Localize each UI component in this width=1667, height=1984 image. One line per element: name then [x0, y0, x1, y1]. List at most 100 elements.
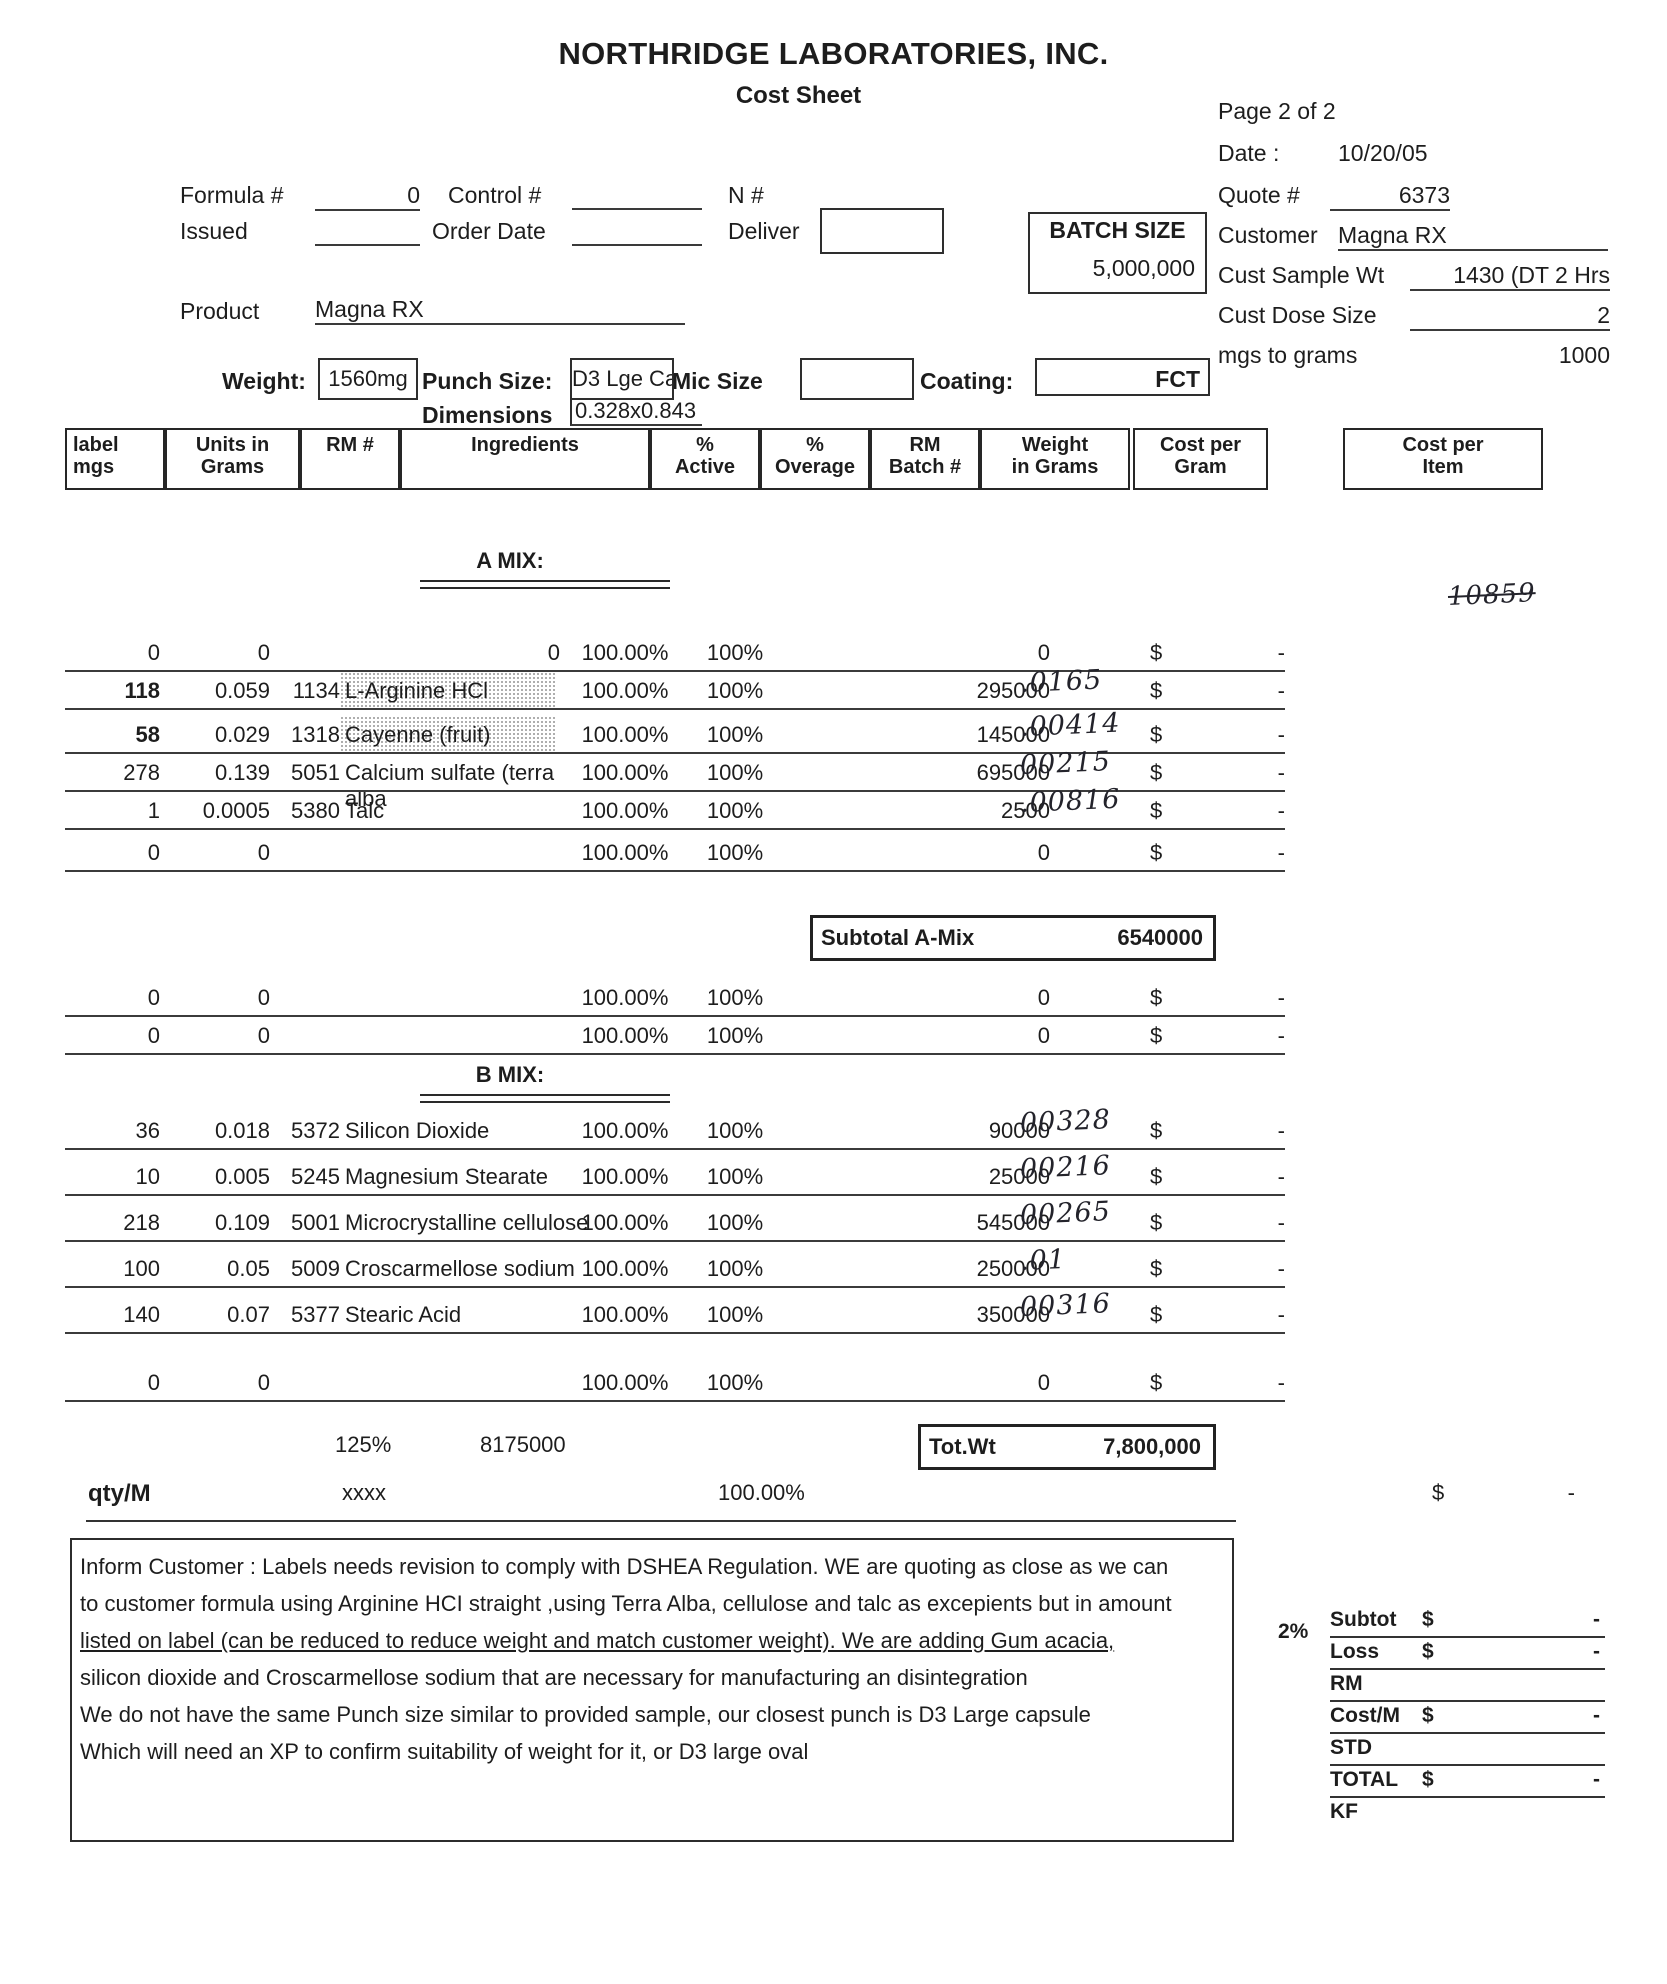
summary-label: Loss	[1330, 1640, 1380, 1663]
summary-row: TOTAL $ -	[1330, 1768, 1605, 1800]
document-subtitle: Cost Sheet	[0, 82, 1667, 110]
summary-row: KF	[1330, 1800, 1605, 1832]
handwritten-cost-per-gram: .01	[1019, 1244, 1067, 1277]
cell-cost-per-item: -	[1277, 1164, 1285, 1189]
dimensions-value[interactable]: 0.328x0.843	[570, 398, 702, 426]
th-ingredients: Ingredients	[400, 428, 650, 490]
deliver-value[interactable]	[820, 208, 944, 254]
cell-cost-per-item: -	[1277, 840, 1285, 865]
punch-size-value[interactable]: D3 Lge Cap	[570, 358, 674, 400]
cell-rm-number: 5377	[291, 1302, 340, 1327]
row-rule	[65, 870, 1285, 872]
cell-cost-per-item: -	[1277, 1023, 1285, 1048]
th-pct-active: % Active	[650, 428, 760, 490]
cell-pct-active: 100.00%	[581, 1164, 669, 1189]
customer-value[interactable]: Magna RX	[1338, 222, 1608, 251]
table-row: 0 0 100.00% 100% 0 $ -	[65, 1370, 1285, 1408]
cell-dollar-sign: $	[1150, 985, 1163, 1010]
summary-row: RM	[1330, 1672, 1605, 1704]
order-date-value[interactable]	[572, 218, 702, 246]
cell-pct-overage: 100%	[706, 1302, 764, 1327]
th-weight-in-grams: Weight in Grams	[980, 428, 1130, 490]
cell-cost-per-item: -	[1277, 678, 1285, 703]
handwritten-cost-per-gram: 00328	[1019, 1104, 1112, 1139]
cell-weight-in-grams: 0	[1037, 985, 1050, 1010]
summary-value: -	[1593, 1768, 1600, 1791]
cell-units-in-grams: 0	[257, 640, 270, 665]
document-subtitle-text: Cost Sheet	[735, 82, 862, 109]
handwritten-cost-per-gram: .0165	[1019, 664, 1103, 699]
row-rule	[65, 752, 1285, 754]
total-weight-label: Tot.Wt	[929, 1434, 996, 1459]
date-label: Date :	[1218, 140, 1280, 166]
control-value[interactable]	[572, 182, 702, 210]
cell-label-mgs: 0	[147, 985, 160, 1010]
quote-value[interactable]: 6373	[1330, 182, 1450, 211]
qty-per-m-item: -	[1567, 1480, 1575, 1505]
cell-weight-in-grams: 0	[1037, 1370, 1050, 1395]
table-row: 0 0 100.00% 100% 0 $ -	[65, 985, 1285, 1023]
product-value[interactable]: Magna RX	[315, 296, 685, 325]
table-row: 140 0.07 5377 Stearic Acid 100.00% 100% 350000…	[65, 1302, 1285, 1340]
cust-dose-size-value[interactable]: 2	[1410, 302, 1610, 331]
cell-label-mgs: 0	[147, 840, 160, 865]
table-row: 58 0.029 1318 Cayenne (fruit) 100.00% 100% 145…	[65, 716, 1285, 760]
cell-dollar-sign: $	[1150, 1210, 1163, 1235]
handwritten-scribble: 10859	[1447, 578, 1537, 612]
note-line: listed on label (can be reduced to reduc…	[80, 1628, 1115, 1653]
cell-weight-in-grams: 350000	[976, 1302, 1050, 1327]
cell-dollar-sign: $	[1150, 798, 1163, 823]
mic-size-value[interactable]	[800, 358, 914, 400]
cell-pct-overage: 100%	[706, 640, 764, 665]
cell-dollar-sign: $	[1150, 1302, 1163, 1327]
summary-rule	[1330, 1668, 1605, 1670]
summary-label: RM	[1330, 1672, 1363, 1695]
table-row: 118 0.059 1134 L-Arginine HCl 100.00% 100% 295…	[65, 672, 1285, 716]
batch-size-value[interactable]: 5,000,000	[1092, 255, 1195, 281]
cell-pct-active: 100.00%	[581, 678, 669, 703]
subtotal-a-mix-box: Subtotal A-Mix 6540000	[810, 915, 1216, 961]
page-number: Page 2 of 2	[1218, 98, 1336, 124]
table-row: 218 0.109 5001 Microcrystalline cellulose 10…	[65, 1210, 1285, 1248]
issued-value[interactable]	[315, 218, 420, 246]
cell-cost-per-item: -	[1277, 1256, 1285, 1281]
note-line: Which will need an XP to confirm suitabi…	[80, 1739, 809, 1764]
cell-ingredient: Calcium sulfate (terra alba	[345, 760, 555, 811]
cell-dollar-sign: $	[1150, 1370, 1163, 1395]
cell-pct-active: 100.00%	[581, 985, 669, 1010]
weight-label: Weight:	[222, 368, 306, 394]
weight-value[interactable]: 1560mg	[318, 358, 418, 400]
cell-weight-in-grams: 545000	[976, 1210, 1050, 1235]
cell-pct-overage: 100%	[706, 1023, 764, 1048]
cell-rm-number: 1318	[291, 722, 340, 747]
summary-dollar-sign: $	[1422, 1768, 1434, 1791]
cell-cost-per-item: -	[1277, 985, 1285, 1010]
row-rule	[65, 708, 1285, 710]
cell-pct-active: 100.00%	[581, 798, 669, 823]
cell-weight-in-grams: 0	[1037, 1023, 1050, 1048]
formula-value[interactable]: 0	[315, 182, 420, 211]
cell-pct-overage: 100%	[706, 840, 764, 865]
cell-rm-number: 5001	[291, 1210, 340, 1235]
control-label: Control #	[448, 182, 542, 208]
cell-cost-per-item: -	[1277, 640, 1285, 665]
summary-value: -	[1593, 1704, 1600, 1727]
cust-dose-size-label: Cust Dose Size	[1218, 302, 1377, 328]
cell-pct-active: 100.00%	[581, 1370, 669, 1395]
th-units-in-grams: Units in Grams	[165, 428, 300, 490]
page-title: NORTHRIDGE LABORATORIES, INC.	[558, 36, 1109, 71]
cell-rm-number: 5051	[291, 760, 340, 785]
cell-rm-number: 5009	[291, 1256, 340, 1281]
summary-row: Loss $ -	[1330, 1640, 1605, 1672]
coating-value[interactable]: FCT	[1035, 358, 1210, 396]
quote-label: Quote #	[1218, 182, 1300, 208]
cell-units-in-grams: 0.005	[214, 1164, 270, 1189]
total-weight-box: Tot.Wt 7,800,000	[918, 1424, 1216, 1470]
cell-pct-active: 100.00%	[581, 722, 669, 747]
b-mix-heading: B MIX:	[475, 1062, 545, 1087]
cust-sample-wt-value[interactable]: 1430 (DT 2 Hrs	[1410, 262, 1610, 291]
cell-dollar-sign: $	[1150, 722, 1163, 747]
cell-label-mgs: 36	[135, 1118, 160, 1143]
cell-label-mgs: 10	[135, 1164, 160, 1189]
